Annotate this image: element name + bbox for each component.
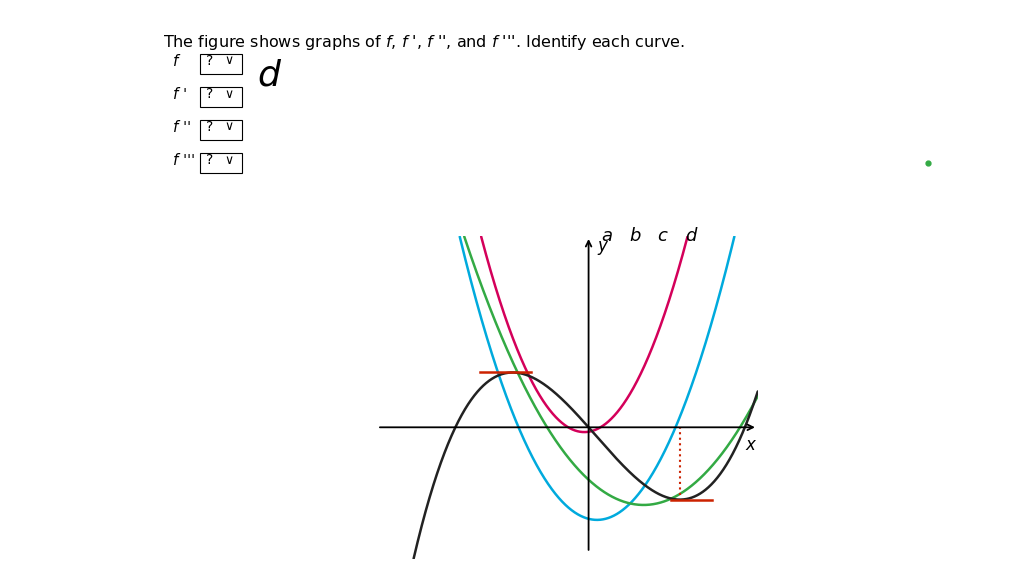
Text: $f$: $f$: [172, 53, 181, 69]
FancyBboxPatch shape: [200, 153, 242, 173]
Text: $d$: $d$: [257, 58, 282, 92]
Text: ∨: ∨: [224, 153, 233, 166]
Text: $\mathit{a}$: $\mathit{a}$: [601, 227, 613, 245]
Text: $\mathit{b}$: $\mathit{b}$: [629, 227, 641, 245]
Text: ∨: ∨: [224, 120, 233, 134]
Text: ∨: ∨: [224, 88, 233, 100]
Text: $\mathit{c}$: $\mathit{c}$: [657, 227, 669, 245]
Text: The figure shows graphs of $f$, $f$ ', $f$ '', and $f$ '''. Identify each curve.: The figure shows graphs of $f$, $f$ ', $…: [163, 33, 685, 52]
Text: $f$ ': $f$ ': [172, 86, 187, 102]
Text: ?: ?: [206, 153, 213, 167]
Text: $y$: $y$: [597, 239, 609, 257]
Text: $x$: $x$: [744, 436, 757, 454]
FancyBboxPatch shape: [200, 87, 242, 107]
Text: $f$ '': $f$ '': [172, 119, 191, 135]
Text: ∨: ∨: [224, 55, 233, 67]
FancyBboxPatch shape: [200, 54, 242, 74]
Text: ?: ?: [206, 54, 213, 68]
Text: ?: ?: [206, 87, 213, 101]
Text: ?: ?: [206, 120, 213, 134]
FancyBboxPatch shape: [200, 120, 242, 140]
Text: $f$ ''': $f$ ''': [172, 152, 196, 168]
Text: $\mathit{d}$: $\mathit{d}$: [685, 227, 698, 245]
